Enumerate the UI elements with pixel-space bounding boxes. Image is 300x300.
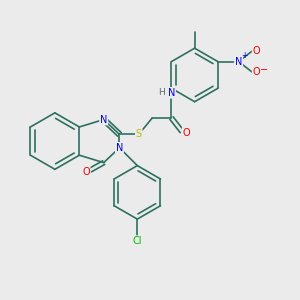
Text: O: O: [253, 67, 260, 77]
Text: O: O: [82, 167, 90, 176]
Text: −: −: [260, 65, 268, 76]
Text: N: N: [100, 115, 107, 124]
Text: H: H: [158, 88, 164, 97]
Text: S: S: [136, 129, 142, 140]
Text: +: +: [242, 51, 248, 60]
Text: O: O: [253, 46, 260, 56]
Text: N: N: [168, 88, 175, 98]
Text: O: O: [182, 128, 190, 138]
Text: N: N: [235, 57, 242, 67]
Text: Cl: Cl: [133, 236, 142, 246]
Text: N: N: [116, 143, 123, 153]
